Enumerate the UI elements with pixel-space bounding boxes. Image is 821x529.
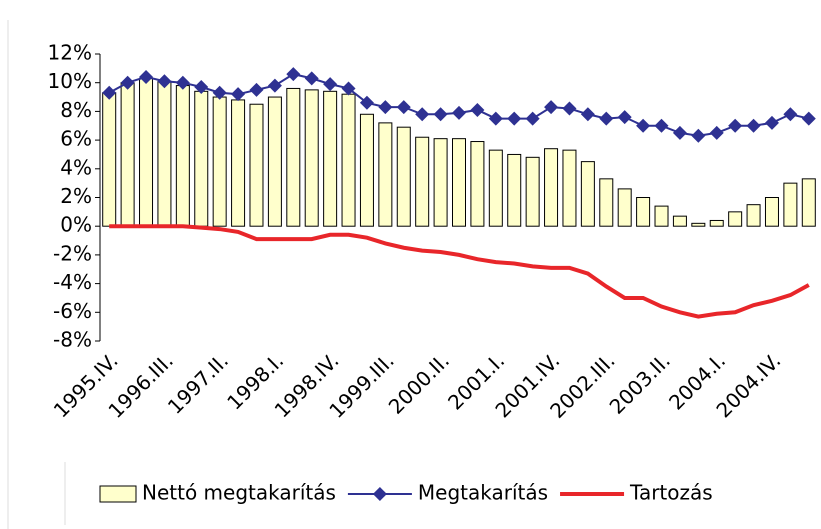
bar	[617, 188, 632, 227]
y-tick-label: -8%	[53, 328, 92, 352]
marker	[562, 101, 577, 116]
bar	[194, 90, 209, 227]
marker	[617, 110, 632, 125]
bar	[525, 156, 540, 227]
marker	[341, 81, 356, 96]
marker	[231, 87, 246, 102]
marker	[157, 74, 172, 89]
marker	[120, 75, 135, 90]
bar	[746, 204, 761, 227]
bar	[580, 161, 595, 227]
marker	[249, 82, 264, 97]
x-tick-label: 2003.II.	[605, 348, 675, 418]
bar	[544, 148, 559, 227]
marker	[323, 77, 338, 92]
x-tick-label: 1997.II.	[163, 348, 233, 418]
bar	[654, 205, 669, 227]
y-tick-label: 0%	[60, 213, 92, 237]
bar	[378, 122, 393, 227]
y-tick-label: 10%	[48, 69, 92, 93]
marker	[525, 111, 540, 126]
bar	[323, 90, 338, 227]
bar	[396, 126, 411, 227]
bar	[157, 80, 172, 227]
marker	[267, 78, 282, 93]
legend-marker	[372, 487, 387, 501]
marker	[507, 111, 522, 126]
marker	[783, 107, 798, 122]
y-tick-label: 2%	[60, 184, 92, 208]
bar	[304, 89, 319, 227]
marker	[415, 107, 430, 122]
bar	[691, 222, 706, 227]
bar	[507, 153, 522, 227]
marker	[599, 111, 614, 126]
bar	[764, 197, 779, 227]
bar	[139, 77, 154, 227]
bar	[801, 178, 816, 227]
marker	[286, 67, 301, 82]
y-tick-label: 4%	[60, 155, 92, 179]
marker	[672, 125, 687, 140]
bar	[415, 136, 430, 227]
y-tick-label: 6%	[60, 127, 92, 151]
bar	[562, 149, 577, 227]
marker	[396, 100, 411, 115]
bar	[728, 211, 743, 227]
bar	[286, 87, 301, 227]
marker	[636, 118, 651, 133]
marker	[433, 107, 448, 122]
legend-label: Tartozás	[629, 481, 713, 505]
bar	[636, 197, 651, 227]
marker	[175, 75, 190, 90]
bar	[709, 219, 724, 227]
marker	[194, 80, 209, 95]
bar	[120, 82, 135, 227]
bar	[783, 182, 798, 227]
marker	[580, 107, 595, 122]
bar	[488, 149, 503, 227]
bar	[341, 93, 356, 227]
bar	[231, 99, 246, 227]
marker	[746, 118, 761, 133]
bar	[212, 96, 227, 227]
marker	[378, 100, 393, 115]
line	[109, 224, 810, 319]
marker	[801, 111, 816, 126]
y-tick-label: 12%	[48, 41, 92, 65]
bar	[599, 178, 614, 227]
bar	[359, 113, 374, 227]
y-tick-label: -4%	[53, 270, 92, 294]
marker	[488, 111, 503, 126]
marker	[452, 105, 466, 120]
marker	[728, 118, 743, 133]
y-tick-label: -6%	[53, 299, 92, 323]
marker	[102, 85, 117, 100]
bar	[470, 141, 485, 227]
marker	[470, 102, 485, 117]
marker	[709, 125, 724, 140]
bar	[452, 138, 466, 227]
bar	[102, 92, 117, 227]
legend-label: Megtakarítás	[418, 481, 548, 505]
y-tick-label: 8%	[60, 98, 92, 122]
marker	[304, 71, 319, 86]
bar	[672, 215, 687, 227]
bar	[267, 96, 282, 227]
bar	[433, 138, 448, 227]
marker	[359, 95, 374, 110]
marker	[691, 128, 706, 143]
bar	[249, 103, 264, 227]
legend-label: Nettó megtakarítás	[142, 481, 336, 505]
marker	[139, 69, 154, 84]
marker	[764, 115, 779, 130]
x-tick-label: 2000.II.	[384, 348, 454, 418]
y-tick-label: -2%	[53, 241, 92, 265]
marker	[212, 85, 227, 100]
marker	[654, 118, 669, 133]
bar	[175, 85, 190, 227]
legend-swatch	[99, 485, 137, 503]
marker	[544, 100, 559, 115]
